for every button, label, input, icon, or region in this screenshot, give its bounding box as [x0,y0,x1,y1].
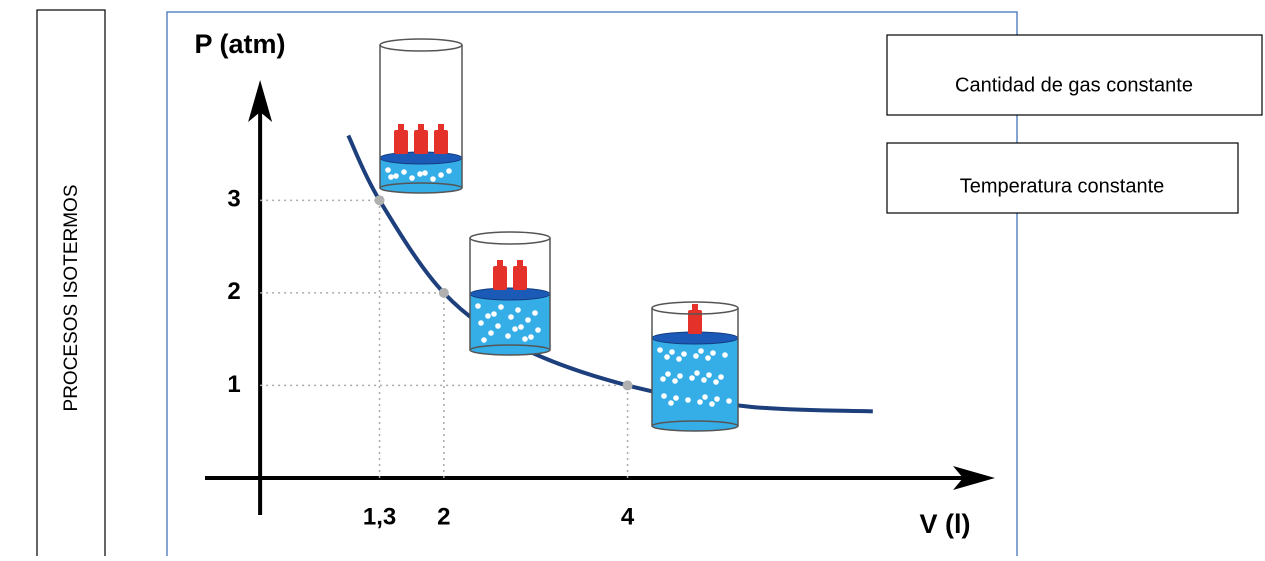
gas-particle [505,333,511,339]
figure: PROCESOS ISOTERMOS Cantidad de gas const… [0,0,1265,556]
gas-particle [664,354,670,360]
gas-particle [393,173,399,179]
gas-particle [522,336,528,342]
gas-particle [665,371,671,377]
gas-particle [681,351,687,357]
gas-particle [726,398,732,404]
gas-particle [430,176,436,182]
liquid [652,338,738,426]
y-tick-label: 2 [227,278,240,305]
x-axis-title: V (l) [920,509,971,539]
gas-particle [512,326,518,332]
gas-particle [525,317,531,323]
gas-particle [706,372,712,378]
illustrations [380,39,738,431]
weight-knob [438,124,444,131]
gas-particle [710,350,716,356]
weight [513,266,527,290]
base [380,183,462,193]
x-tick-label: 4 [621,503,635,530]
gas-particle [661,393,667,399]
y-tick-label: 1 [227,371,240,398]
gas-particle [677,373,683,379]
gas-particle [518,324,524,330]
gas-particle [689,375,695,381]
weight-knob [398,124,404,131]
y-tick-label: 3 [227,186,240,213]
weight [394,130,408,154]
weight [434,130,448,154]
gas-particle [438,172,444,178]
state-point [375,195,385,205]
gas-particle [528,334,534,340]
weight [493,266,507,290]
gas-particle [694,370,700,376]
gas-particle [698,348,704,354]
piston [470,288,550,300]
weight-knob [517,260,523,267]
weight-knob [418,124,424,131]
gas-particle [709,401,715,407]
gas-particle [388,174,394,180]
gas-particle [660,376,666,382]
gas-particle [481,337,487,343]
x-tick-label: 1,3 [363,503,396,530]
gas-particle [515,307,521,313]
gas-particle [485,313,491,319]
gas-particle [685,397,691,403]
gas-particle [488,330,494,336]
gas-particle [417,171,423,177]
gas-particle [508,314,514,320]
rim [380,39,462,51]
gas-particle [422,170,428,176]
gas-particle [714,396,720,402]
gas-particle [697,399,703,405]
note: Temperatura constante [960,175,1165,197]
gas-particle [475,303,481,309]
weight-knob [497,260,503,267]
state-point [439,288,449,298]
gas-particle [495,323,501,329]
gas-particle [701,377,707,383]
state-point [623,380,633,390]
gas-particle [673,395,679,401]
gas-particle [401,169,407,175]
gas-particle [409,175,415,181]
base [470,345,550,355]
gas-particle [532,310,538,316]
side-label: PROCESOS ISOTERMOS [61,185,82,412]
gas-particle [713,379,719,385]
note: Cantidad de gas constante [955,74,1193,96]
gas-particle [668,400,674,406]
gas-particle [535,327,541,333]
rim [470,232,550,244]
gas-particle [498,304,504,310]
gas-particle [385,167,391,173]
base [652,421,738,431]
weight-knob [692,304,698,311]
gas-particle [491,311,497,317]
gas-particle [669,349,675,355]
weight [414,130,428,154]
gas-particle [657,347,663,353]
gas-particle [478,320,484,326]
gas-particle [705,355,711,361]
gas-particle [446,168,452,174]
gas-particle [718,374,724,380]
gas-particle [722,352,728,358]
gas-particle [676,356,682,362]
gas-particle [693,353,699,359]
gas-particle [702,394,708,400]
x-tick-label: 2 [437,503,450,530]
gas-particle [672,378,678,384]
y-axis-title: P (atm) [194,29,285,59]
